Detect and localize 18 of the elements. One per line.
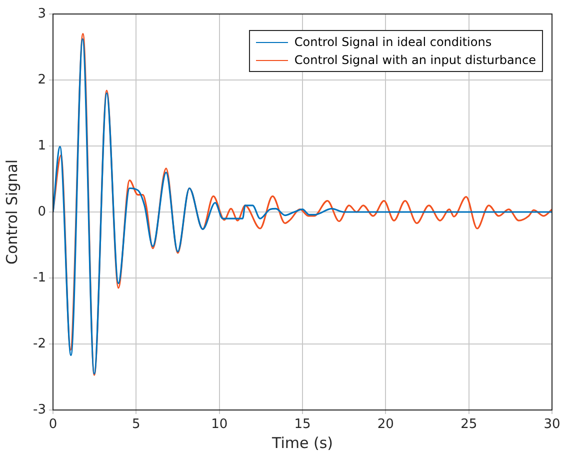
x-tick-label: 25 [460, 417, 478, 432]
legend-label: Control Signal in ideal conditions [294, 34, 492, 51]
y-tick-label: -2 [33, 336, 46, 352]
x-tick-label: 30 [544, 417, 560, 432]
x-tick-label: 0 [48, 417, 58, 432]
y-tick-label: -1 [33, 270, 46, 286]
x-tick-label: 20 [377, 417, 394, 432]
y-tick-label: 3 [38, 6, 46, 22]
y-tick-label: 2 [38, 72, 46, 88]
y-tick-label: 0 [38, 204, 46, 220]
y-axis-title: Control Signal [2, 159, 21, 265]
x-tick-label: 5 [132, 417, 140, 432]
y-tick-label: -3 [33, 402, 46, 418]
legend-label: Control Signal with an input disturbance [294, 52, 536, 69]
x-axis-title: Time (s) [271, 434, 333, 452]
x-tick-label: 10 [211, 417, 228, 432]
y-tick-label: 1 [38, 138, 46, 154]
x-tick-label: 15 [294, 417, 311, 432]
